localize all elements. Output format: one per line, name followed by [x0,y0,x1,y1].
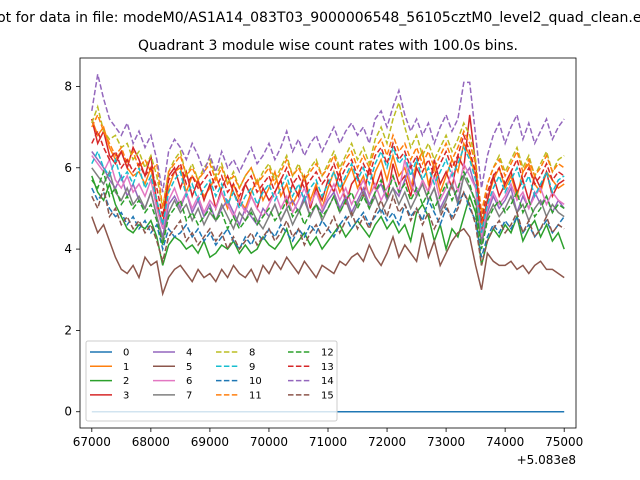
legend-label-10: 10 [249,376,262,387]
series-line-5 [91,216,565,297]
figure-suptitle: Plot for data in file: modeM0/AS1A14_083… [0,10,640,26]
x-tick-label: 75000 [545,435,583,449]
legend-label-7: 7 [186,390,192,401]
y-axis: 0 2 4 6 8 [64,79,80,419]
series-line-15 [91,187,565,266]
series-line-6 [91,155,565,238]
chart-title: Quadrant 3 module wise count rates with … [138,38,518,54]
y-tick-label: 2 [64,323,72,337]
x-tick-label: 74000 [486,435,524,449]
series-line-9 [91,145,565,233]
x-axis: 67000 68000 69000 70000 71000 72000 73000 74000… [73,428,583,449]
y-tick-label: 0 [64,405,72,419]
x-tick-label: 73000 [427,435,465,449]
series-line-11 [91,112,565,213]
legend-label-11: 11 [249,390,262,401]
y-tick-label: 4 [64,242,72,256]
legend-label-14: 14 [321,376,334,387]
x-tick-label: 68000 [132,435,170,449]
legend-label-0: 0 [123,348,129,359]
legend-label-15: 15 [321,390,334,401]
series-line-4 [91,151,565,242]
legend-label-2: 2 [123,376,129,387]
legend-label-3: 3 [123,390,129,401]
legend-label-4: 4 [186,348,192,359]
x-tick-label: 67000 [73,435,111,449]
series-line-7 [91,167,565,246]
y-tick-label: 6 [64,161,72,175]
legend-label-6: 6 [186,376,192,387]
x-tick-label: 70000 [250,435,288,449]
legend-label-12: 12 [321,348,334,359]
legend-box [85,340,338,422]
legend-label-5: 5 [186,362,192,373]
x-tick-label: 69000 [191,435,229,449]
legend-label-9: 9 [249,362,255,373]
legend-label-8: 8 [249,348,255,359]
x-tick-label: 71000 [309,435,347,449]
legend-label-1: 1 [123,362,129,373]
y-tick-label: 8 [64,79,72,93]
series-layer [91,74,565,413]
series-line-13 [91,129,565,221]
legend-label-13: 13 [321,362,334,373]
x-tick-label: 72000 [368,435,406,449]
series-line-14 [91,74,565,193]
x-axis-offset-label: +5.083e8 [517,453,576,467]
